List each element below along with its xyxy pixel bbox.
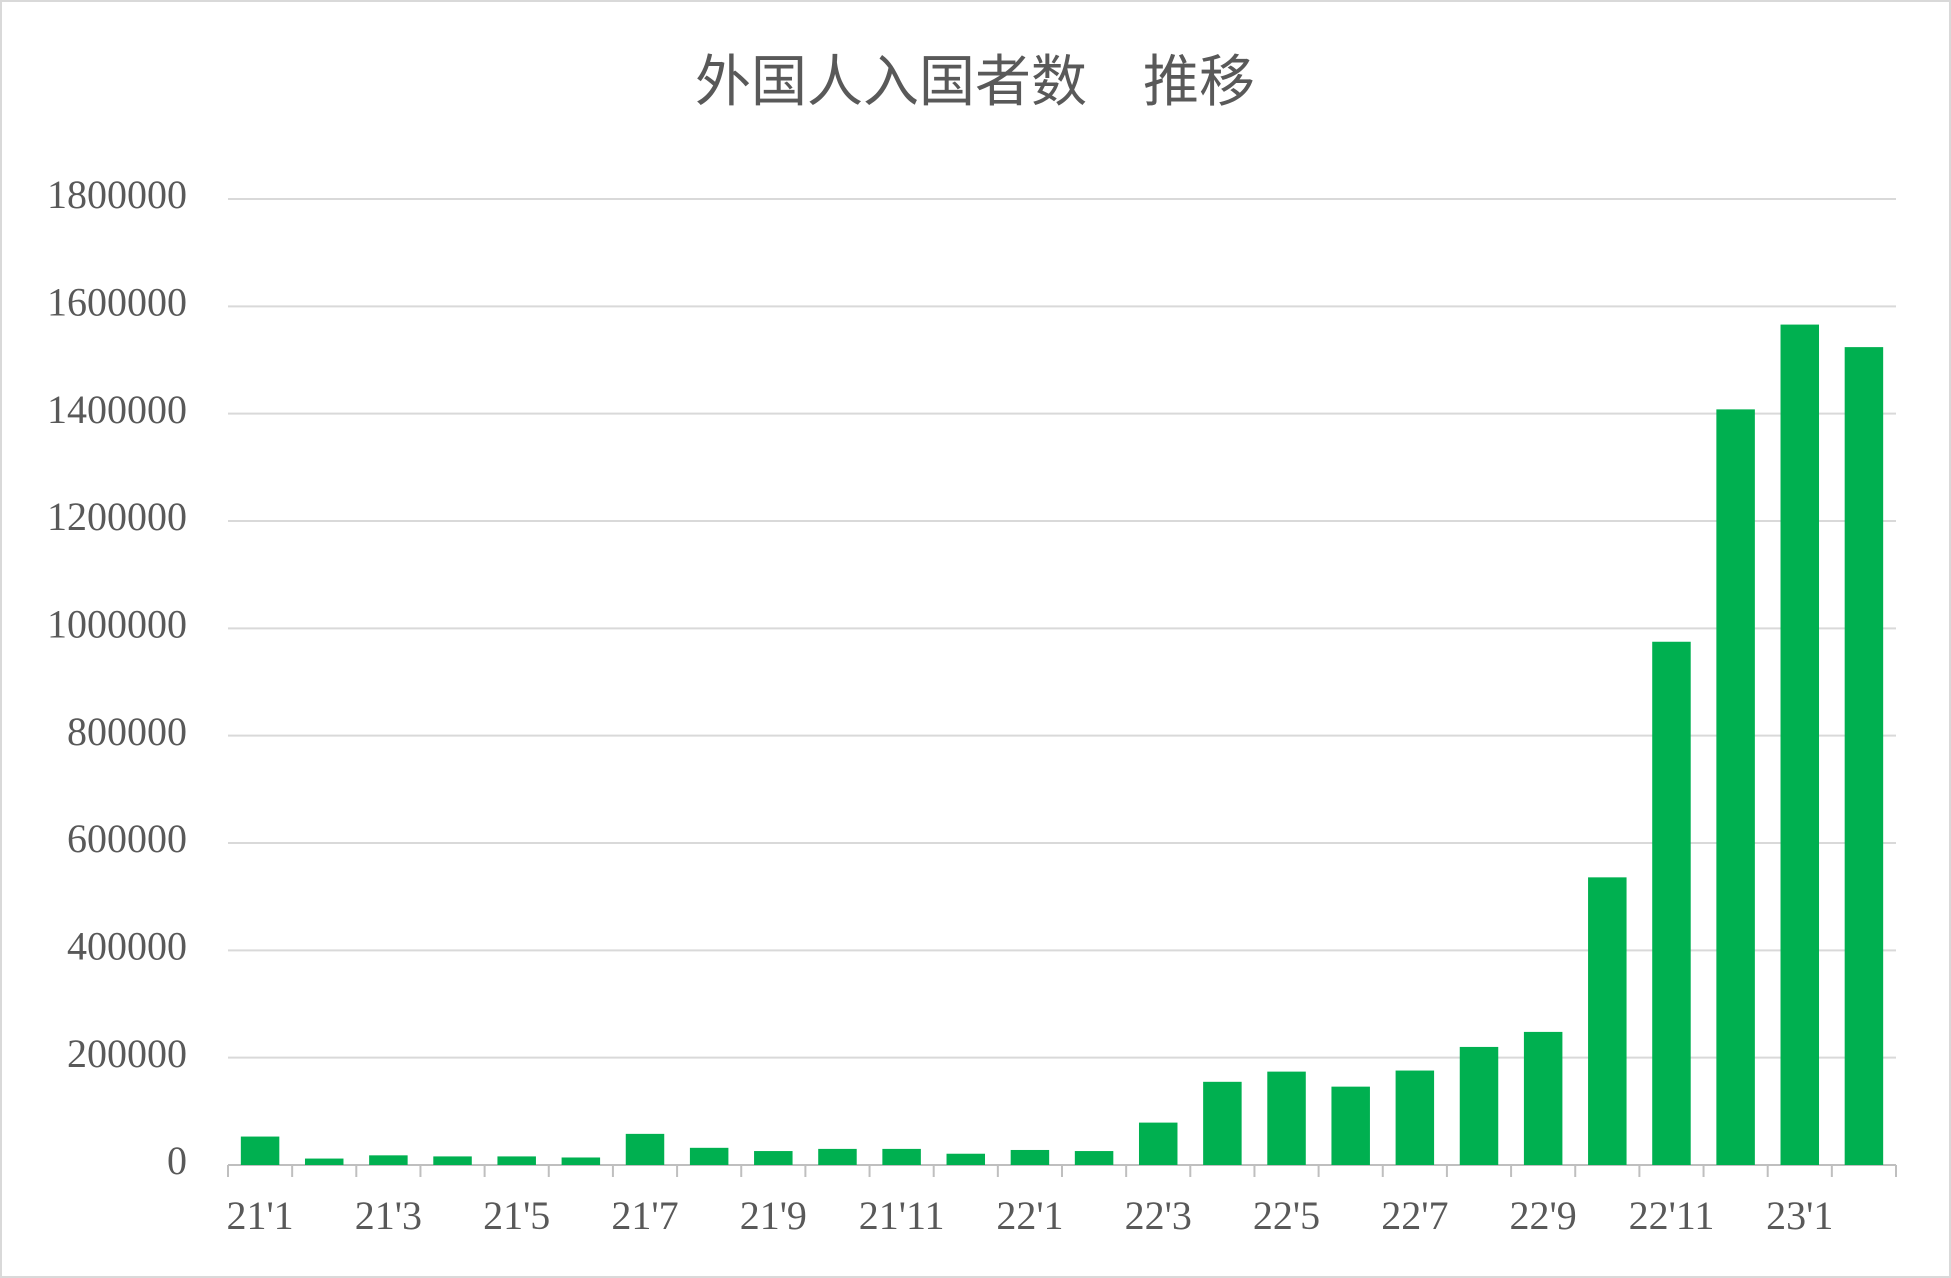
x-tick-label: 22'5	[1253, 1193, 1320, 1238]
bar	[1331, 1086, 1370, 1165]
bar	[625, 1133, 665, 1165]
x-tick-label: 21'7	[611, 1193, 678, 1238]
y-tick-label: 0	[167, 1138, 187, 1183]
bar	[1010, 1149, 1050, 1165]
y-tick-label: 1400000	[47, 387, 187, 432]
bar	[1074, 1151, 1114, 1165]
chart-title: 外国人入国者数 推移	[695, 52, 1255, 114]
bar	[1716, 409, 1755, 1166]
bar	[1523, 1031, 1563, 1165]
x-tick-label: 21'3	[355, 1193, 422, 1238]
bar	[1652, 641, 1691, 1165]
bar	[946, 1153, 986, 1165]
y-tick-label: 200000	[67, 1031, 187, 1076]
y-tick-label: 400000	[67, 924, 187, 969]
x-tick-label: 21'1	[226, 1193, 293, 1238]
bar	[497, 1156, 536, 1165]
y-tick-label: 1200000	[47, 494, 187, 539]
x-tick-label: 22'3	[1125, 1193, 1192, 1238]
y-tick-label: 1600000	[47, 280, 187, 325]
bar	[1780, 324, 1820, 1166]
y-tick-label: 1000000	[47, 602, 187, 647]
bar	[754, 1151, 793, 1165]
x-tick-label: 21'5	[483, 1193, 550, 1238]
bar	[304, 1158, 344, 1165]
y-tick-label: 1800000	[47, 172, 187, 217]
bar	[240, 1136, 280, 1165]
x-tick-label: 22'11	[1629, 1193, 1715, 1238]
x-tick-label: 21'9	[740, 1193, 807, 1238]
bar	[882, 1148, 921, 1165]
bar	[369, 1155, 408, 1165]
bar	[1588, 877, 1627, 1165]
x-tick-label: 22'1	[996, 1193, 1063, 1238]
bar	[433, 1156, 472, 1165]
bar	[1138, 1122, 1178, 1165]
bar	[1203, 1081, 1242, 1165]
bar	[689, 1147, 729, 1165]
x-tick-label: 23'1	[1766, 1193, 1833, 1238]
y-tick-label: 600000	[67, 816, 187, 861]
x-tick-label: 22'7	[1381, 1193, 1448, 1238]
bar	[1267, 1071, 1306, 1165]
bar	[1844, 347, 1884, 1165]
bar	[561, 1157, 601, 1165]
y-tick-label: 800000	[67, 709, 187, 754]
x-tick-label: 22'9	[1510, 1193, 1577, 1238]
bar	[1395, 1070, 1435, 1165]
bar	[1459, 1046, 1499, 1165]
bar	[818, 1148, 857, 1165]
x-tick-label: 21'11	[859, 1193, 945, 1238]
